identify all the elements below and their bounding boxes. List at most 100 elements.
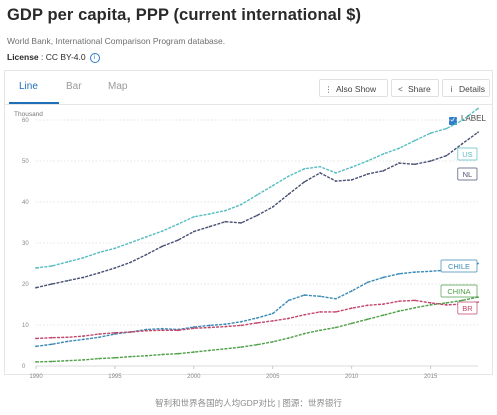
data-point-us-1996 xyxy=(129,241,132,244)
share-button[interactable]: < Share xyxy=(391,79,439,97)
active-tab-indicator xyxy=(9,102,59,104)
data-point-chile-1991 xyxy=(50,343,53,346)
data-point-china-2015 xyxy=(429,304,432,306)
data-point-chile-2008 xyxy=(319,295,322,298)
data-point-nl-2006 xyxy=(287,193,290,196)
data-point-us-1995 xyxy=(114,247,116,250)
data-point-us-1991 xyxy=(50,265,53,267)
data-point-us-2000 xyxy=(192,215,195,218)
data-point-chile-1992 xyxy=(66,340,69,343)
data-point-br-2010 xyxy=(350,307,353,310)
data-point-nl-1999 xyxy=(177,239,179,242)
data-point-us-1990 xyxy=(35,267,37,269)
data-point-br-1999 xyxy=(177,329,179,332)
data-point-nl-2010 xyxy=(350,178,353,181)
details-label: Details xyxy=(459,84,485,94)
info-icon[interactable]: i xyxy=(89,52,100,63)
data-point-nl-1994 xyxy=(98,272,101,274)
label-toggle[interactable]: ✓ LABEL xyxy=(449,114,486,125)
y-tick-label-0: 0 xyxy=(22,364,26,370)
data-point-us-2018 xyxy=(477,107,479,110)
data-point-us-2008 xyxy=(319,165,322,168)
series-label-box-br xyxy=(457,301,478,315)
data-point-us-1997 xyxy=(145,235,148,238)
data-source: World Bank, International Comparison Pro… xyxy=(7,36,226,46)
data-point-nl-1992 xyxy=(66,279,69,282)
data-point-china-1992 xyxy=(66,359,69,362)
data-point-china-1999 xyxy=(177,352,179,355)
data-point-chile-2001 xyxy=(208,324,211,327)
data-point-us-1993 xyxy=(82,256,85,259)
data-point-chile-2015 xyxy=(429,270,432,273)
data-point-br-2011 xyxy=(366,304,369,307)
data-point-nl-1991 xyxy=(50,283,53,285)
data-point-chile-2000 xyxy=(192,326,195,328)
y-tick-label-10: 10 xyxy=(22,323,29,329)
series-line-nl xyxy=(35,131,479,289)
data-point-us-2015 xyxy=(429,132,432,135)
share-label: Share xyxy=(408,84,431,94)
series-line-china xyxy=(35,296,479,363)
data-point-chile-2004 xyxy=(256,317,258,319)
checkbox-checked-icon[interactable]: ✓ xyxy=(449,117,457,125)
data-point-chile-2002 xyxy=(224,323,227,326)
data-point-br-2013 xyxy=(398,300,400,303)
data-point-br-1998 xyxy=(161,329,164,332)
kebab-icon: ⋮ xyxy=(324,85,333,94)
license-value[interactable]: CC BY-4.0 xyxy=(45,52,86,62)
series-label-nl: NL xyxy=(463,170,473,179)
data-point-br-1996 xyxy=(129,331,132,333)
tab-line[interactable]: Line xyxy=(19,81,38,92)
data-point-br-2004 xyxy=(256,322,258,324)
data-point-chile-1990 xyxy=(35,345,37,348)
data-point-chile-2013 xyxy=(398,272,400,275)
data-point-chile-2007 xyxy=(303,294,306,296)
tab-bar[interactable]: Bar xyxy=(66,81,82,92)
data-point-china-2009 xyxy=(335,326,337,329)
data-point-nl-1995 xyxy=(114,267,116,269)
data-point-us-2014 xyxy=(413,139,416,142)
data-point-nl-2012 xyxy=(382,169,385,172)
series-label-box-china xyxy=(440,284,478,298)
data-point-nl-2000 xyxy=(192,230,195,233)
data-point-nl-2016 xyxy=(445,154,448,157)
y-tick-label-50: 50 xyxy=(22,159,29,165)
data-point-us-2016 xyxy=(445,127,448,130)
data-point-us-2010 xyxy=(350,166,353,169)
data-point-nl-1996 xyxy=(129,261,132,264)
series-label-br: BR xyxy=(462,304,473,313)
data-point-china-2006 xyxy=(287,337,290,340)
data-point-china-1994 xyxy=(98,357,101,360)
data-point-br-1990 xyxy=(35,337,37,340)
data-point-nl-2014 xyxy=(413,163,416,166)
series-label-box-chile xyxy=(440,259,478,273)
data-point-china-1993 xyxy=(82,358,85,361)
data-point-br-2002 xyxy=(224,325,227,328)
data-point-nl-2015 xyxy=(429,160,432,162)
x-tick-label-2000: 2000 xyxy=(187,374,201,380)
data-point-nl-1993 xyxy=(82,276,85,279)
data-point-chile-2018 xyxy=(477,262,479,265)
data-point-br-2003 xyxy=(240,324,243,327)
series-label-box-nl xyxy=(457,167,478,181)
unit-label: Thousand xyxy=(14,111,43,118)
data-point-br-2015 xyxy=(429,301,432,304)
data-point-chile-2011 xyxy=(366,281,369,284)
data-point-china-2016 xyxy=(445,301,448,304)
data-point-us-2009 xyxy=(335,171,337,174)
details-button[interactable]: i Details xyxy=(442,79,490,97)
x-tick-label-2015: 2015 xyxy=(424,374,438,380)
x-tick-label-2010: 2010 xyxy=(345,374,359,380)
data-point-us-2011 xyxy=(366,160,369,162)
data-point-nl-1998 xyxy=(161,245,164,248)
data-point-chile-2003 xyxy=(240,320,243,323)
data-point-br-1997 xyxy=(145,329,148,332)
data-point-nl-2009 xyxy=(335,180,337,182)
data-point-us-2013 xyxy=(398,147,400,150)
tab-map[interactable]: Map xyxy=(108,81,128,92)
data-point-us-2001 xyxy=(208,212,211,215)
also-show-label: Also Show xyxy=(336,84,377,94)
series-label-china: CHINA xyxy=(447,287,470,296)
data-point-us-2002 xyxy=(224,209,227,212)
also-show-button[interactable]: ⋮ Also Show xyxy=(319,79,388,97)
